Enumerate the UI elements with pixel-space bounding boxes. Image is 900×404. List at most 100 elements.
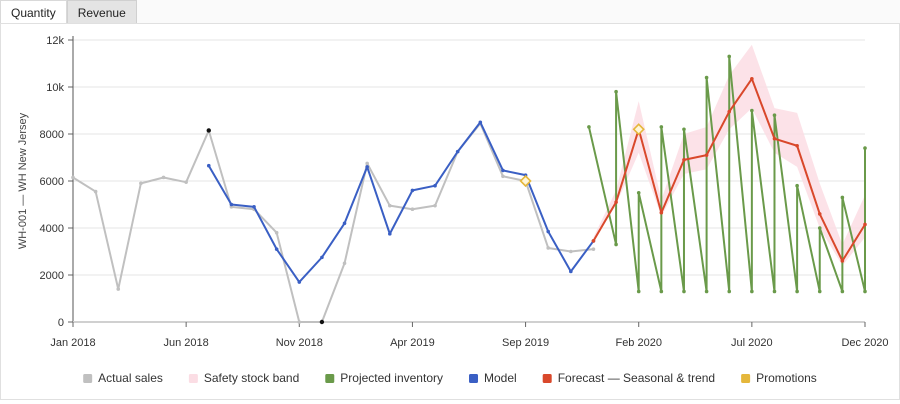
- actual-sales-point: [546, 246, 550, 250]
- legend-swatch: [469, 374, 479, 383]
- y-tick-label: 8000: [40, 129, 64, 141]
- actual-sales-point: [161, 175, 166, 180]
- y-tick-label: 6000: [40, 176, 64, 188]
- actual-sales-point: [274, 230, 279, 235]
- actual-sales-point: [71, 175, 75, 180]
- actual-sales-point: [365, 161, 369, 166]
- model-point: [274, 247, 279, 251]
- legend-swatch: [741, 374, 751, 383]
- actual-sales-point: [388, 203, 392, 208]
- actual-sales-point: [342, 261, 347, 266]
- model-point: [410, 188, 415, 193]
- y-axis-label: WH-001 — WH New Jersey: [17, 112, 29, 249]
- projected-inventory-point: [863, 146, 867, 150]
- forecast-point: [863, 222, 867, 227]
- legend-label: Promotions: [756, 371, 817, 385]
- model-line: [207, 121, 595, 284]
- y-tick-label: 12k: [46, 35, 64, 47]
- highlight-point: [319, 319, 325, 325]
- legend-label: Safety stock band: [204, 371, 299, 385]
- projected-inventory-point: [840, 289, 845, 294]
- legend-label: Projected inventory: [340, 371, 443, 385]
- legend-swatch: [188, 374, 198, 383]
- projected-inventory-point: [682, 127, 686, 132]
- forecast-point: [591, 239, 596, 243]
- x-tick-label: Apr 2019: [390, 337, 435, 349]
- projected-inventory-point: [817, 289, 822, 294]
- model-point: [229, 202, 234, 207]
- projected-inventory-point: [727, 289, 732, 294]
- forecast-point: [704, 153, 709, 157]
- projected-inventory-point: [817, 226, 822, 230]
- x-tick-label: Jun 2018: [164, 337, 209, 349]
- projected-inventory-point: [614, 242, 618, 247]
- actual-sales-point: [410, 207, 415, 211]
- model-point: [388, 232, 392, 236]
- model-point: [501, 168, 505, 173]
- y-tick-label: 10k: [46, 82, 64, 94]
- projected-inventory-point: [795, 183, 799, 188]
- forecast-point: [659, 210, 664, 215]
- y-tick-label: 0: [58, 317, 64, 329]
- legend-label: Model: [484, 371, 517, 385]
- model-point: [478, 120, 483, 125]
- projected-inventory-point: [704, 289, 709, 294]
- projected-inventory-point: [682, 289, 686, 294]
- projected-inventory-point: [614, 89, 618, 94]
- actual-sales-point: [93, 189, 98, 194]
- model-point: [546, 229, 550, 234]
- projected-inventory-point: [636, 289, 641, 294]
- actual-sales-point: [139, 181, 143, 186]
- legend-swatch: [325, 374, 335, 383]
- legend-swatch: [542, 374, 552, 383]
- legend-label: Actual sales: [98, 371, 163, 385]
- actual-sales-point: [297, 320, 302, 324]
- legend-item[interactable]: Forecast — Seasonal & trend: [542, 371, 715, 385]
- legend-item[interactable]: Projected inventory: [325, 371, 443, 385]
- tab-revenue[interactable]: Revenue: [66, 0, 137, 24]
- axes: 0 2000 4000 6000 8000 10k 12k Jan 2018 Jun 2018 N…: [17, 35, 889, 349]
- forecast-point: [840, 259, 845, 263]
- model-point: [252, 205, 256, 209]
- model-point: [569, 269, 573, 274]
- actual-sales-point: [591, 247, 596, 251]
- projected-inventory-point: [659, 289, 664, 294]
- forecast-point: [772, 136, 777, 141]
- projected-inventory-point: [863, 289, 867, 294]
- model-point: [455, 149, 460, 154]
- forecast-point: [682, 158, 686, 162]
- y-tick-label: 2000: [40, 270, 64, 282]
- x-tick-label: Jan 2018: [50, 337, 95, 349]
- projected-inventory-point: [840, 195, 845, 200]
- model-point: [297, 280, 302, 284]
- highlight-point: [206, 128, 211, 133]
- x-tick-label: Feb 2020: [615, 337, 661, 349]
- projected-inventory-point: [750, 289, 754, 294]
- projected-inventory-point: [750, 108, 754, 113]
- actual-sales-line: [72, 122, 594, 323]
- forecast-point: [795, 143, 799, 148]
- legend-item[interactable]: Actual sales: [83, 371, 163, 385]
- projected-inventory-point: [772, 289, 777, 294]
- actual-sales-point: [501, 174, 505, 179]
- model-point: [206, 163, 211, 168]
- projected-inventory-point: [727, 54, 732, 59]
- promotion-marker[interactable]: [519, 174, 532, 188]
- tab-quantity[interactable]: Quantity: [0, 0, 67, 24]
- legend-item[interactable]: Model: [469, 371, 517, 385]
- model-point: [342, 221, 347, 226]
- promotion-marker[interactable]: [632, 123, 645, 136]
- projected-inventory-point: [772, 113, 777, 117]
- actual-sales-point: [569, 249, 573, 254]
- legend-label: Forecast — Seasonal & trend: [558, 371, 715, 385]
- x-tick-label: Nov 2018: [276, 337, 323, 349]
- projected-inventory-point: [587, 125, 591, 129]
- forecast-point: [614, 200, 618, 204]
- legend-item[interactable]: Safety stock band: [188, 371, 299, 385]
- projected-inventory-point: [704, 75, 709, 80]
- y-tick-label: 4000: [40, 223, 64, 235]
- legend-item[interactable]: Promotions: [741, 371, 817, 385]
- tab-bar: Quantity Revenue: [0, 0, 137, 24]
- actual-sales-point: [184, 180, 188, 184]
